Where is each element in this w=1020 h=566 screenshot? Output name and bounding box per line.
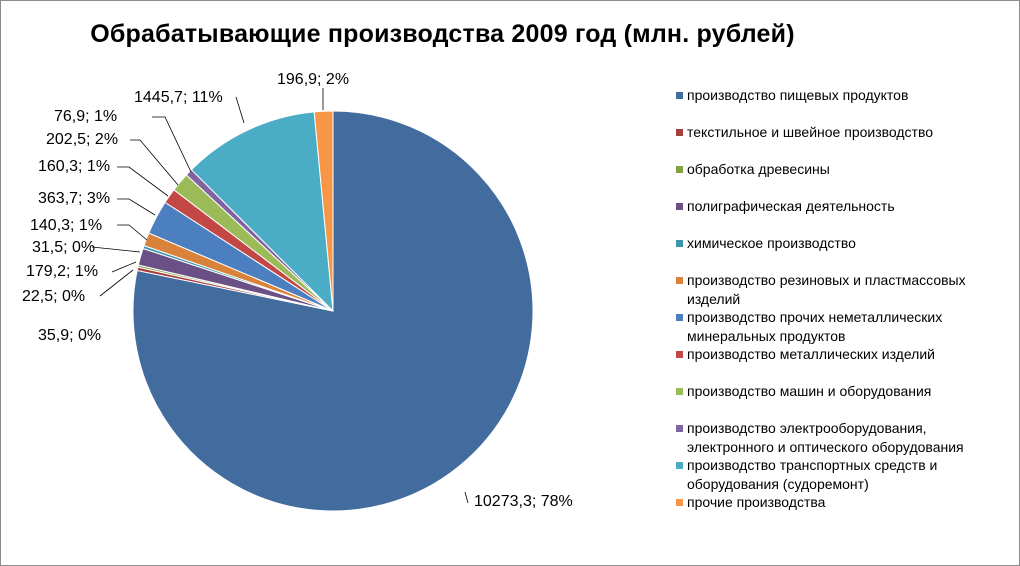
legend-swatch	[676, 462, 683, 469]
leader-line	[152, 116, 192, 173]
legend-label: производство электрооборудования, электр…	[687, 420, 964, 455]
leader-line	[91, 246, 141, 253]
data-label: 196,9; 2%	[277, 71, 349, 88]
legend-swatch	[676, 240, 683, 247]
legend-label: полиграфическая деятельность	[687, 198, 895, 214]
data-label: 22,5; 0%	[22, 288, 85, 305]
data-label: 76,9; 1%	[54, 108, 117, 125]
legend-label: производство прочих неметаллических мине…	[687, 309, 943, 344]
legend-label: производство транспортных средств и обор…	[687, 457, 938, 492]
legend-label: производство резиновых и пластмассовых и…	[687, 272, 966, 307]
legend-label: производство машин и оборудования	[687, 383, 932, 399]
legend-label: химическое производство	[687, 235, 856, 251]
pie-slice	[313, 110, 334, 312]
legend-swatch	[676, 129, 683, 136]
leader-line	[99, 269, 134, 297]
legend-swatch	[676, 203, 683, 210]
legend-label: прочие производства	[687, 494, 826, 510]
leader-line	[117, 198, 156, 216]
data-label: 179,2; 1%	[26, 263, 98, 280]
data-label: 160,3; 1%	[38, 158, 110, 175]
pie-slices	[132, 110, 534, 512]
data-label: 31,5; 0%	[32, 239, 95, 256]
chart-title: Обрабатывающие производства 2009 год (мл…	[90, 20, 795, 48]
data-label: 140,3; 1%	[30, 217, 102, 234]
leader-line	[235, 96, 245, 124]
legend-label: производство пищевых продуктов	[687, 87, 909, 103]
legend-swatch	[676, 351, 683, 358]
data-label: 35,9; 0%	[38, 327, 101, 344]
data-label: 1445,7; 11%	[134, 89, 223, 106]
legend-swatch	[676, 388, 683, 395]
leader-line	[117, 166, 169, 197]
pie-slice	[190, 111, 334, 313]
leader-line	[117, 224, 148, 241]
legend-swatch	[676, 425, 683, 432]
data-label: 10273,3; 78%	[474, 493, 573, 510]
data-labels: 10273,3; 78% 35,9; 0% 22,5; 0% 179,2; 1% 31,…	[22, 71, 573, 510]
legend-swatch	[676, 92, 683, 99]
legend-label: обработка древесины	[687, 161, 830, 177]
data-label: 202,5; 2%	[46, 131, 118, 148]
leader-line	[130, 139, 179, 186]
legend-swatch	[676, 499, 683, 506]
leader-line	[111, 261, 137, 273]
legend-label: текстильное и швейное производство	[687, 124, 934, 140]
legend-swatch	[676, 166, 683, 173]
leader-lines	[91, 88, 469, 504]
legend-label: производство металлических изделий	[687, 346, 935, 362]
leader-line	[464, 491, 469, 504]
legend-swatch	[676, 314, 683, 321]
legend-swatch	[676, 277, 683, 284]
data-label: 363,7; 3%	[38, 190, 110, 207]
